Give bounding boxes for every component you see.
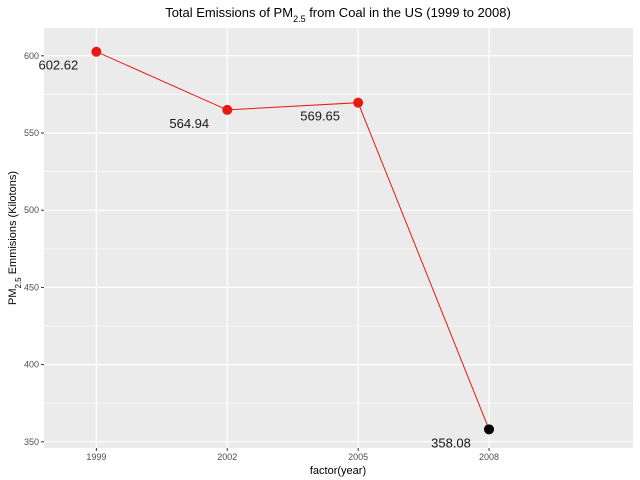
x-axis-title: factor(year) (310, 465, 366, 477)
data-label: 602.62 (38, 58, 78, 73)
gridlines (44, 28, 633, 448)
y-axis-title: PM2.5 Emmisions (Kilotons) (7, 171, 23, 305)
data-label: 564.94 (169, 116, 209, 131)
data-label: 569.65 (300, 109, 340, 124)
y-tick-label: 350 (24, 437, 39, 447)
y-tick-label: 500 (24, 205, 39, 215)
data-point (91, 46, 102, 57)
data-point (484, 424, 495, 435)
chart-title: Total Emissions of PM2.5 from Coal in th… (165, 5, 511, 24)
x-axis-ticks: 1999 2002 2005 2008 (86, 448, 499, 462)
plot-panel (44, 28, 633, 448)
x-tick-label: 1999 (86, 452, 106, 462)
x-tick-label: 2002 (217, 452, 237, 462)
x-tick-label: 2008 (479, 452, 499, 462)
data-labels: 602.62 564.94 569.65 358.08 (38, 58, 470, 451)
y-tick-label: 400 (24, 360, 39, 370)
series-line (96, 51, 490, 430)
data-label: 358.08 (431, 435, 471, 450)
y-axis-ticks: 350 400 450 500 550 600 (24, 51, 44, 447)
x-tick-label: 2005 (348, 452, 368, 462)
data-points (91, 46, 495, 435)
y-tick-label: 600 (24, 51, 39, 61)
y-tick-label: 550 (24, 128, 39, 138)
data-point (222, 104, 233, 115)
data-point (353, 97, 364, 108)
y-tick-label: 450 (24, 282, 39, 292)
